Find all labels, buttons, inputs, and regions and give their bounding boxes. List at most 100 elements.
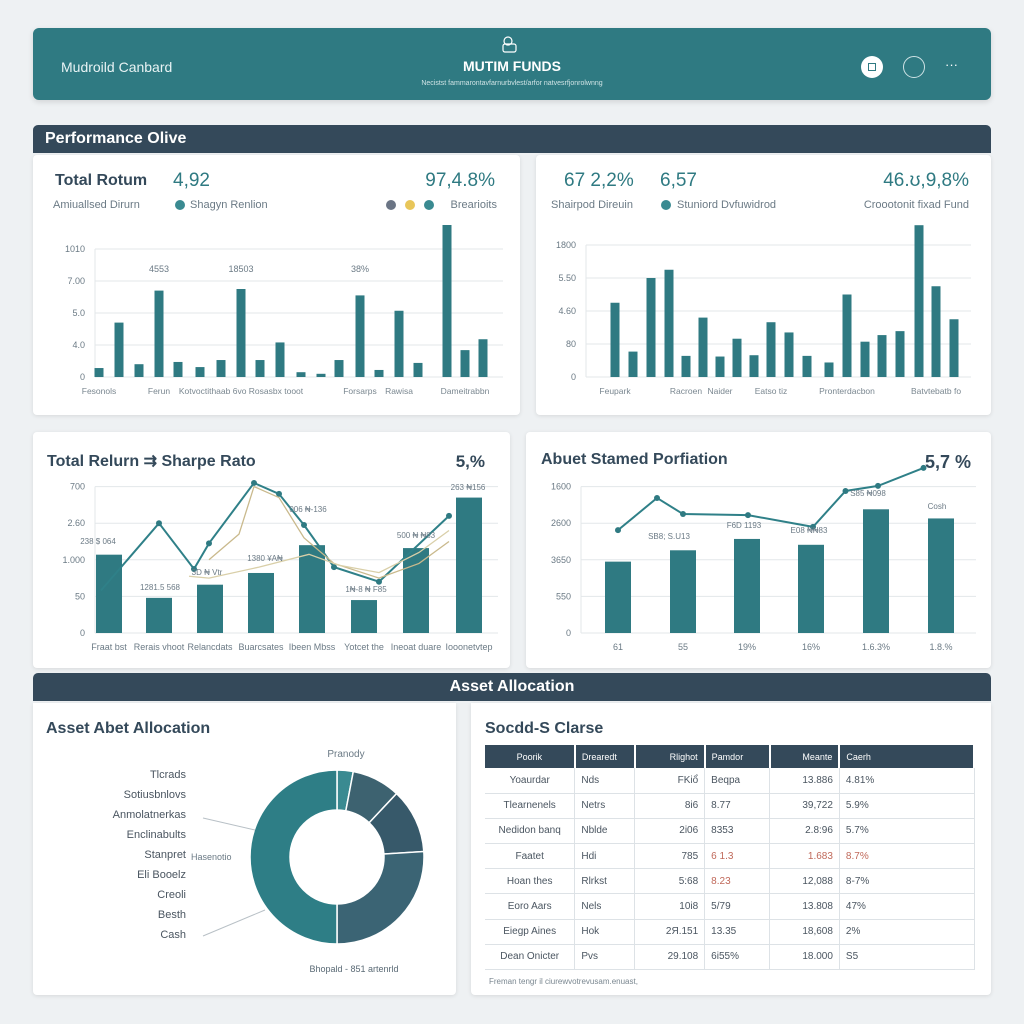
x-axis-label: Rawisa: [385, 386, 413, 396]
legend-dot-icon: [661, 200, 671, 210]
bar: [173, 361, 183, 377]
portfolio-combo-chart: 0 550 3650 2600 1600 61 55 19% 16% 1.6.3% 1.8.% SB8…: [551, 464, 976, 652]
data-point: [376, 578, 382, 585]
y-tick-label: 50: [75, 591, 85, 601]
bar: [197, 584, 223, 633]
table-row[interactable]: Eiegp Aines Hok 2Я.151 13.35 18,608 2%: [485, 919, 975, 945]
notifications-button[interactable]: [861, 56, 883, 78]
x-axis-label: Batvtebatb fo: [911, 386, 961, 396]
table-row[interactable]: Nedidon banq Nblde 2i06 8353 2.8:96 5.7%: [485, 818, 975, 845]
table-cell: 13.808: [769, 893, 840, 920]
column-header[interactable]: Poorik: [485, 745, 576, 768]
table-row[interactable]: Yoaurdar Nds FKiổ Beqpa 13.886 4.81%: [485, 768, 975, 794]
series-line-line-b: [208, 485, 450, 579]
table-cell: Dean Onicter: [485, 944, 576, 971]
bar: [860, 341, 870, 377]
table-cell: 2Я.151: [634, 919, 706, 945]
bar: [824, 362, 834, 377]
sub-label: Amiuallsed Dirurn: [53, 199, 140, 211]
x-axis-label: Eatso tiz: [755, 386, 788, 396]
bar: [255, 360, 265, 377]
card-title: Total Rotum: [55, 172, 148, 189]
card-title: Total Relurn ⇉ Sharpe Rato: [47, 453, 256, 470]
performance-section-header: Performance Olive: [33, 125, 991, 153]
profile-button[interactable]: [903, 56, 925, 78]
y-tick-label: 80: [566, 339, 576, 349]
legend-label: Cash: [160, 929, 186, 941]
x-axis-label: 1.8.%: [929, 642, 952, 652]
table-cell: 13.886: [769, 768, 840, 794]
more-menu-button[interactable]: ···: [945, 57, 958, 72]
data-point: [331, 564, 337, 571]
data-point: [920, 464, 927, 471]
bar: [928, 518, 954, 633]
bar: [610, 302, 620, 377]
table-row[interactable]: Dean Onicter Pvs 29.108 6i55% 18.000 S5: [485, 944, 975, 971]
y-tick-label: 1010: [65, 244, 85, 254]
bar: [296, 372, 306, 377]
column-header[interactable]: Pamdor: [704, 745, 771, 768]
data-point: [96, 589, 102, 596]
bar: [931, 286, 941, 377]
data-point: [276, 490, 282, 497]
table-cell: Netrs: [574, 793, 636, 819]
legend-label: Sotiusbnlovs: [124, 789, 187, 801]
series-line-line-a: [98, 481, 450, 594]
y-tick-label: 4.0: [72, 340, 85, 350]
leader-line: [202, 817, 256, 831]
allocation-donut-chart: Tlcrads Sotiusbnlovs Anmolatnerkas Enclinab…: [113, 749, 425, 974]
x-axis-label: Kotvoctithaab 6vo Rosasbx tooot: [179, 386, 304, 396]
card-title: Asset Abet Allocation: [46, 720, 211, 737]
column-header[interactable]: Rlighot: [634, 745, 706, 768]
brand-name: MUTIM FUNDS: [463, 58, 561, 74]
y-tick-label: 0: [80, 628, 85, 638]
table-row[interactable]: Tlearnenels Netrs 8i6 8.77 39,722 5.9%: [485, 793, 975, 819]
bar: [863, 509, 889, 633]
bar: [355, 295, 365, 377]
sharpe-card: 67 2,2% 6,57 46.ʊ,9,8% Shairpod Direuin …: [536, 155, 991, 415]
table-row[interactable]: Faatet Hdi 785 6 1.3 1.683 8.7%: [485, 843, 975, 870]
column-header[interactable]: Caerh: [839, 745, 975, 768]
legend-label: Eli Booelz: [137, 869, 186, 881]
table-cell: 8.23: [704, 868, 771, 895]
x-axis-label: Buarcsates: [238, 642, 284, 652]
brand-subtitle: Necistst fammarontavfarnurbvlest/arfor n…: [421, 80, 603, 87]
bar: [248, 572, 274, 633]
return-sharpe-combo-chart: 0 50 1.000 2.60 700 Fraat bst Rerais vhoot Rela…: [62, 479, 498, 652]
y-tick-label: 0: [566, 628, 571, 638]
legend-dot-teal-icon: [424, 200, 434, 210]
y-tick-label: 4.60: [558, 306, 576, 316]
bar: [766, 322, 776, 377]
table-cell: 2%: [839, 919, 975, 945]
bar: [216, 360, 226, 377]
table-cell: 39,722: [769, 793, 840, 819]
x-axis-label: 19%: [738, 642, 756, 652]
bar: [413, 362, 423, 377]
total-return-value: 4,92: [173, 170, 210, 191]
bar: [154, 290, 164, 377]
y-tick-label: 0: [80, 372, 85, 382]
x-axis-label: Ineoat duare: [391, 642, 442, 652]
bar: [681, 355, 691, 377]
table-cell: 8i6: [634, 793, 706, 819]
value-label: E08 ₦₦83: [791, 526, 828, 535]
table-row[interactable]: Eoro Aars Nels 10i8 5/79 13.808 47%: [485, 893, 975, 920]
total-return-bar-chart: 0 4.0 5.0 7.00 1010 4553 18503 38% Fesonols Ferun…: [65, 225, 503, 396]
table-row[interactable]: Hoan thes Rlrkst 5:68 8.23 12,088 8-7%: [485, 868, 975, 895]
value-label: 263 ₦156: [451, 483, 486, 492]
legend-label-right: Brearioits: [450, 199, 497, 211]
column-header[interactable]: Drearedt: [574, 745, 636, 768]
column-header[interactable]: Meante: [769, 745, 841, 768]
bar: [334, 360, 344, 377]
y-tick-label: 1800: [556, 240, 576, 250]
table-cell: 2.8:96: [769, 818, 840, 845]
card-title: Abuet Stamed Porfiation: [541, 451, 728, 468]
table-cell: Beqpa: [704, 768, 771, 794]
series-line-line-c: [188, 529, 450, 579]
bar: [114, 322, 124, 377]
y-tick-label: 700: [70, 482, 85, 492]
y-tick-label: 2600: [551, 518, 571, 528]
table-cell: 18,608: [769, 919, 840, 945]
legend-label-right: Croootonit fixad Fund: [863, 199, 969, 211]
table-cell: Rlrkst: [574, 868, 636, 895]
